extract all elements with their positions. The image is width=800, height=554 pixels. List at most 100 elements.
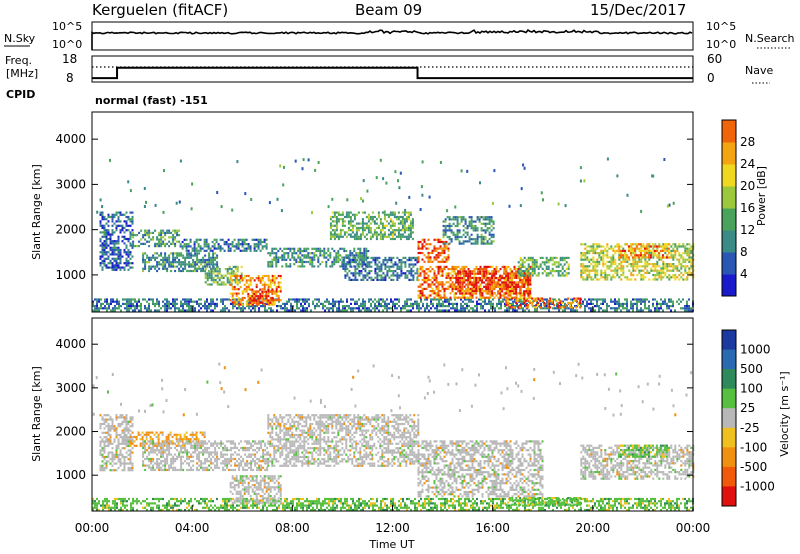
echo-cell <box>178 240 181 243</box>
echo-cell <box>353 218 356 221</box>
echo-cell <box>656 265 659 268</box>
echo-cell <box>475 279 478 282</box>
echo-cell <box>127 253 130 256</box>
echo-cell <box>465 292 468 295</box>
echo-cell <box>333 220 336 223</box>
echo-cell <box>480 222 483 225</box>
echo-cell <box>449 285 452 288</box>
echo-cell <box>586 265 589 268</box>
echo-cell <box>471 283 474 286</box>
echo-cell <box>626 260 629 263</box>
echo-cell <box>380 305 382 308</box>
echo-cell <box>132 305 134 308</box>
echo-cell <box>490 229 493 232</box>
echo-cell <box>254 307 256 310</box>
echo-cell <box>384 263 387 266</box>
echo-cell <box>588 249 591 252</box>
echo-cell <box>360 309 362 312</box>
echo-cell <box>412 307 414 310</box>
echo-cell <box>115 211 118 214</box>
echo-cell <box>476 305 478 308</box>
echo-cell <box>443 265 446 268</box>
echo-cell <box>404 208 407 212</box>
echo-cell <box>329 218 332 221</box>
echo-cell <box>337 249 340 253</box>
echo-cell <box>654 267 657 270</box>
echo-cell <box>586 256 589 259</box>
echo-cell <box>639 243 642 246</box>
echo-cell <box>397 233 400 236</box>
echo-cell <box>467 281 470 284</box>
echo-cell <box>229 299 232 302</box>
echo-cell <box>111 268 114 271</box>
echo-cell <box>237 299 240 302</box>
echo-cell <box>511 306 514 309</box>
echo-cell <box>148 256 151 259</box>
echo-cell <box>349 218 352 221</box>
echo-cell <box>387 229 390 232</box>
echo-cell <box>349 235 352 238</box>
echo-cell <box>412 263 415 266</box>
echo-cell <box>265 274 268 278</box>
echo-cell <box>471 288 474 291</box>
echo-cell <box>101 218 104 221</box>
echo-cell <box>127 262 130 265</box>
echo-cell <box>457 279 460 282</box>
echo-cell <box>439 268 442 271</box>
echo-cell <box>479 268 482 271</box>
echo-cell <box>517 272 520 275</box>
echo-cell <box>416 270 419 273</box>
echo-cell <box>654 252 657 255</box>
echo-cell <box>216 272 219 275</box>
echo-cell <box>144 258 147 262</box>
echo-cell <box>398 276 401 279</box>
echo-cell <box>543 261 546 264</box>
echo-cell <box>348 305 350 308</box>
echo-cell <box>437 292 440 295</box>
echo-cell <box>408 272 411 275</box>
echo-cell <box>686 305 688 308</box>
echo-cell <box>464 235 467 239</box>
echo-cell <box>338 305 340 308</box>
echo-cell <box>594 298 596 301</box>
echo-cell <box>216 302 218 305</box>
echo-cell <box>263 274 266 278</box>
echo-cell <box>172 240 175 243</box>
echo-cell <box>468 238 471 241</box>
echo-cell <box>493 288 496 291</box>
echo-cell <box>596 300 598 303</box>
echo-cell <box>608 256 611 259</box>
echo-cell <box>382 309 384 312</box>
echo-cell <box>525 304 528 307</box>
echo-cell <box>265 297 268 300</box>
echo-cell <box>361 211 364 214</box>
echo-cell <box>579 297 582 300</box>
echo-cell <box>449 292 452 295</box>
echo-cell <box>457 285 460 288</box>
echo-cell <box>464 307 466 310</box>
echo-cell <box>331 211 334 214</box>
echo-cell <box>311 260 314 264</box>
echo-cell <box>418 305 420 308</box>
echo-cell <box>500 305 502 308</box>
echo-cell <box>360 259 363 262</box>
echo-cell <box>580 252 583 255</box>
echo-cell <box>659 249 662 252</box>
echo-cell <box>449 279 452 282</box>
echo-cell <box>460 305 462 308</box>
echo-cell <box>608 247 611 250</box>
echo-cell <box>123 220 126 223</box>
echo-cell <box>441 287 444 290</box>
echo-cell <box>195 249 198 252</box>
echo-cell <box>410 278 413 281</box>
echo-cell <box>148 307 150 310</box>
echo-cell <box>146 300 148 303</box>
echo-cell <box>180 269 183 273</box>
echo-cell <box>475 283 478 286</box>
echo-cell <box>536 302 538 305</box>
echo-cell <box>419 247 422 250</box>
echo-cell <box>366 261 369 264</box>
echo-cell <box>154 302 156 305</box>
echo-cell <box>682 245 685 248</box>
echo-cell <box>206 261 209 264</box>
